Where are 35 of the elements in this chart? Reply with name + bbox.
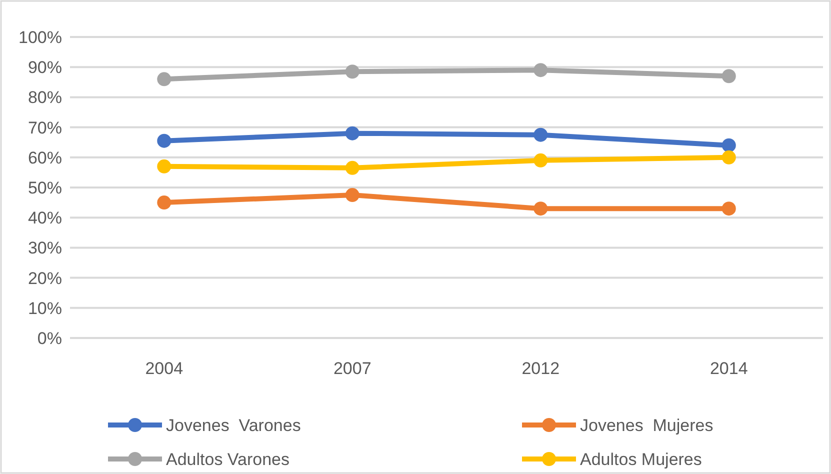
y-tick-label: 30% (28, 238, 62, 258)
legend-label: Jovenes Mujeres (580, 416, 714, 435)
y-tick-label: 0% (37, 328, 62, 348)
point (345, 64, 360, 79)
point (534, 202, 548, 216)
point (345, 126, 360, 140)
point (157, 134, 172, 148)
point (722, 202, 736, 216)
y-tick-label: 10% (28, 298, 62, 318)
y-tick-label: 90% (28, 58, 62, 78)
y-tick-label: 20% (28, 268, 62, 288)
point (345, 188, 360, 202)
y-tick-label: 100% (18, 28, 62, 47)
y-tick-label: 40% (28, 208, 62, 228)
y-tick-label: 80% (28, 88, 62, 108)
y-tick-label: 50% (28, 178, 62, 198)
x-tick-label: 2012 (522, 359, 560, 378)
point (534, 63, 548, 78)
legend-label: Adultos Mujeres (580, 450, 702, 469)
legend-label: Adultos Varones (166, 450, 290, 469)
x-tick-label: 2007 (333, 359, 372, 378)
point (157, 159, 172, 174)
legend-label: Jovenes Varones (166, 416, 301, 435)
y-tick-label: 60% (28, 148, 62, 168)
point (722, 69, 736, 84)
point (534, 128, 548, 142)
y-tick-label: 70% (28, 118, 62, 138)
x-tick-label: 2014 (710, 359, 748, 378)
point (157, 196, 172, 210)
point (345, 160, 360, 175)
x-tick-label: 2004 (145, 359, 184, 378)
point (722, 150, 736, 164)
point (534, 153, 548, 168)
point (722, 138, 736, 152)
point (157, 72, 172, 86)
